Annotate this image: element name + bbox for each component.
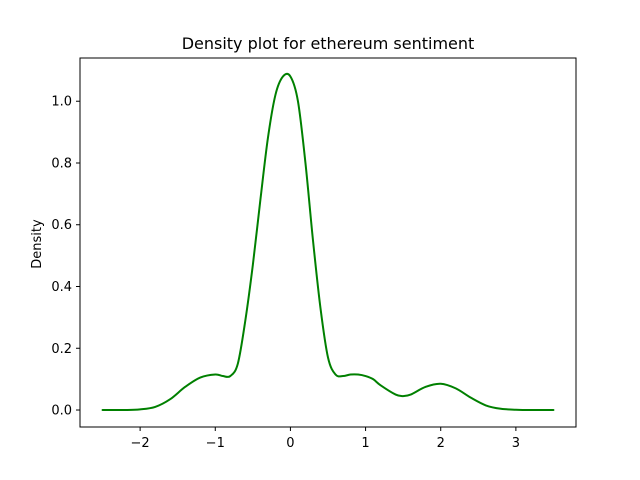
y-tick-label: 0.4	[51, 280, 72, 295]
y-axis-label: Density	[30, 219, 45, 269]
x-tick-label: 1	[361, 436, 369, 451]
x-tick-label: −2	[131, 436, 150, 451]
y-tick-label: 0.0	[51, 404, 72, 419]
plot-frame	[79, 57, 577, 428]
y-tick-label: 0.2	[51, 342, 72, 357]
density-line	[101, 72, 555, 412]
y-tick-label: 1.0	[51, 95, 72, 110]
chart-title: Density plot for ethereum sentiment	[182, 34, 475, 53]
y-axis: 0.0 0.2 0.4 0.6 0.8 1.0	[51, 95, 80, 419]
plot-lines	[101, 72, 555, 412]
x-tick-label: 3	[512, 436, 520, 451]
x-tick-label: 2	[437, 436, 445, 451]
y-tick-label: 0.8	[51, 156, 72, 171]
x-tick-label: −1	[206, 436, 225, 451]
x-tick-label: 0	[286, 436, 294, 451]
y-tick-label: 0.6	[51, 218, 72, 233]
x-axis: −2 −1 0 1 2 3	[131, 427, 520, 451]
